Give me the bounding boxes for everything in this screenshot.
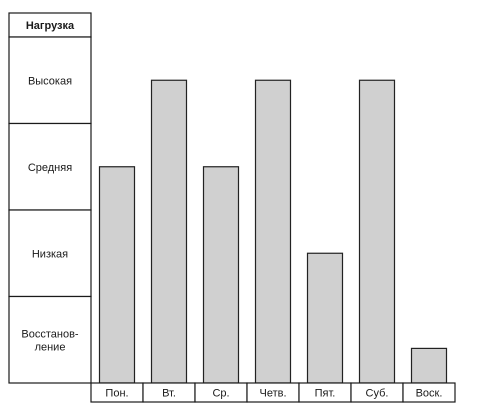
day-tick-label: Воск. (416, 388, 443, 400)
day-tick-label: Четв. (259, 388, 286, 400)
level-cell (8, 36, 92, 125)
level-label: Высокая (28, 75, 72, 87)
day-tick-label: Пят. (315, 388, 336, 400)
day-tick-label: Вт. (162, 388, 176, 400)
day-tick-label: Пон. (105, 388, 128, 400)
day-cell (402, 382, 456, 403)
bar (410, 347, 448, 384)
level-label: Средняя (28, 162, 72, 174)
ylabel-header-cell (8, 12, 92, 38)
level-label: Низкая (32, 248, 68, 260)
level-cell (8, 209, 92, 298)
bar (306, 252, 344, 384)
level-label: Восстанов-ление (21, 328, 79, 353)
bar (98, 166, 136, 384)
bars-group (98, 79, 448, 384)
level-cell (8, 295, 92, 384)
day-tick-label: Ср. (212, 388, 229, 400)
bar (254, 79, 292, 384)
bar (358, 79, 396, 384)
bar (202, 166, 240, 384)
level-cell (8, 122, 92, 211)
ylabel-text: Нагрузка (26, 20, 75, 32)
load-level-panel: Нагрузка Высокая Средняя Низкая Восстанов-ле… (8, 12, 92, 384)
bar (150, 79, 188, 384)
day-axis: Пон. Вт. Ср. Четв. Пят. Суб. Воск. (90, 382, 456, 403)
day-tick-label: Суб. (366, 388, 389, 400)
